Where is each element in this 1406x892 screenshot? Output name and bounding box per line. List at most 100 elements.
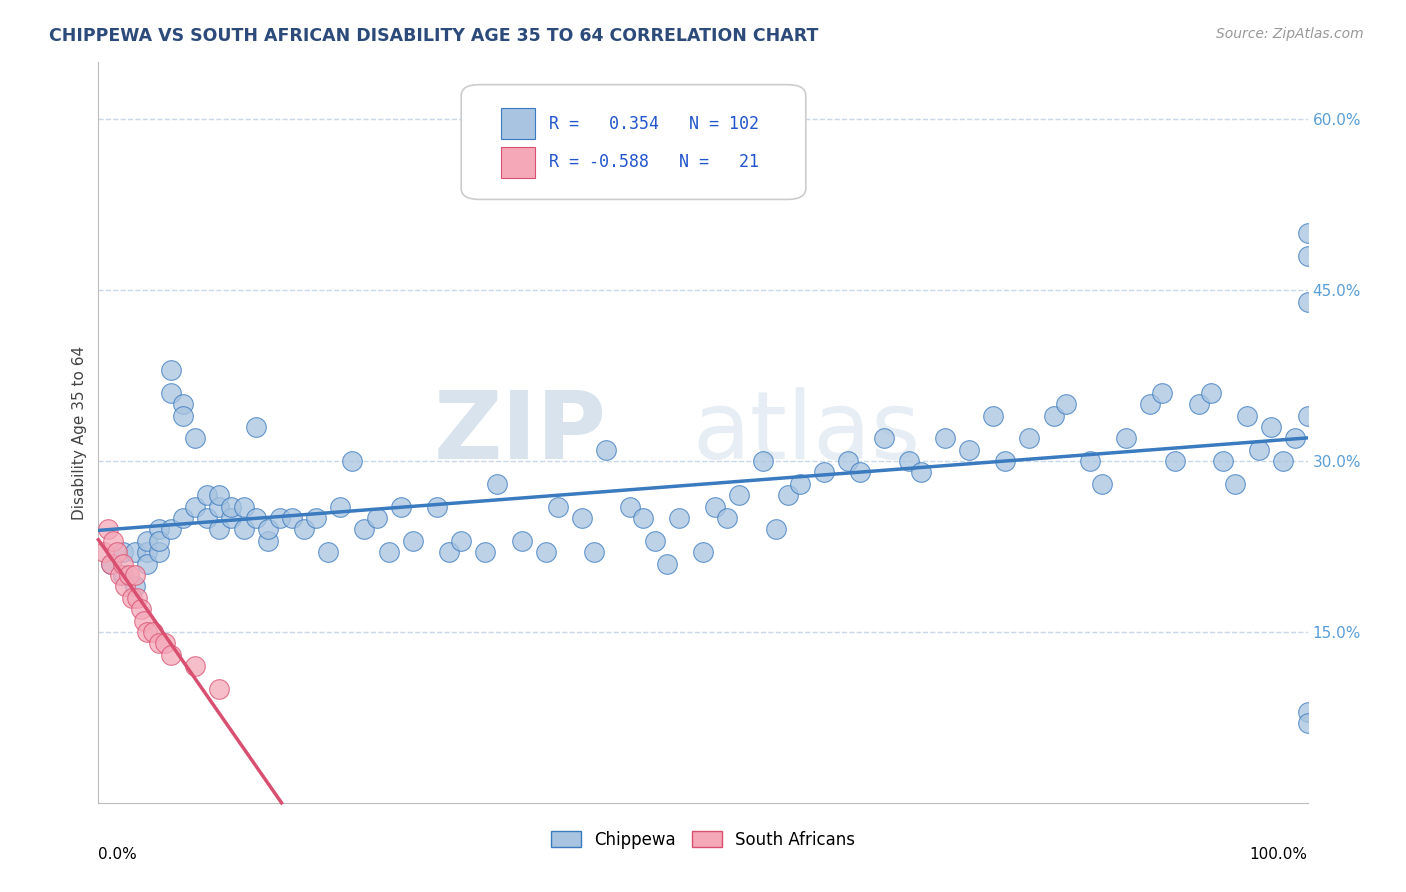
Point [93,545,115,559]
Point [148,533,170,548]
Text: 0.0%: 0.0% [98,847,138,863]
Point [571,511,593,525]
Point [160,648,183,662]
Point [124,579,146,593]
Point [232,523,254,537]
Point [172,397,194,411]
Point [1223,476,1246,491]
Point [121,591,143,605]
Point [135,624,157,639]
Point [100,557,122,571]
Point [837,454,859,468]
Point [1152,385,1174,400]
Point [776,488,799,502]
Point [124,545,146,559]
Point [1296,294,1319,309]
Point [450,533,472,548]
Point [208,500,231,514]
Point [910,466,932,480]
Point [1260,420,1282,434]
Point [135,533,157,548]
Point [292,523,315,537]
Point [655,557,678,571]
Point [305,511,328,525]
Point [619,500,641,514]
Point [510,533,533,548]
Point [1284,431,1306,445]
Point [124,568,146,582]
Point [534,545,557,559]
Point [765,523,787,537]
Point [153,636,176,650]
Point [1199,385,1222,400]
Point [583,545,606,559]
Point [135,557,157,571]
Point [245,420,267,434]
Point [256,533,278,548]
Point [329,500,352,514]
Point [644,533,666,548]
Point [1236,409,1258,423]
FancyBboxPatch shape [501,147,534,178]
Point [111,545,134,559]
Point [232,500,254,514]
Point [1139,397,1161,411]
FancyBboxPatch shape [461,85,806,200]
Point [148,523,170,537]
Point [208,681,231,696]
Legend: Chippewa, South Africans: Chippewa, South Africans [543,822,863,857]
Point [994,454,1017,468]
Text: R = -0.588   N =   21: R = -0.588 N = 21 [550,153,759,171]
Point [474,545,496,559]
Point [426,500,449,514]
Point [692,545,714,559]
Point [897,454,920,468]
Point [1091,476,1114,491]
Point [1054,397,1077,411]
Point [353,523,375,537]
Point [208,488,231,502]
Point [160,363,183,377]
Point [129,602,152,616]
Point [101,533,124,548]
Point [1296,716,1319,731]
Point [934,431,956,445]
Point [873,431,896,445]
Point [849,466,872,480]
Point [134,614,156,628]
Point [957,442,980,457]
Point [377,545,399,559]
Point [547,500,569,514]
Point [111,557,134,571]
Point [1272,454,1295,468]
Point [389,500,412,514]
Point [1296,705,1319,719]
Text: CHIPPEWA VS SOUTH AFRICAN DISABILITY AGE 35 TO 64 CORRELATION CHART: CHIPPEWA VS SOUTH AFRICAN DISABILITY AGE… [49,27,818,45]
Point [269,511,291,525]
Point [752,454,775,468]
Point [256,523,278,537]
Point [981,409,1004,423]
Point [135,545,157,559]
Point [1296,227,1319,241]
Point [160,523,183,537]
Point [366,511,388,525]
Point [1296,249,1319,263]
Point [172,511,194,525]
Point [195,511,218,525]
Point [105,545,128,559]
Text: 100.0%: 100.0% [1250,847,1308,863]
Point [1018,431,1040,445]
Point [127,591,149,605]
Point [1078,454,1101,468]
Point [1296,409,1319,423]
Point [97,523,120,537]
Point [281,511,304,525]
Point [704,500,727,514]
Point [716,511,738,525]
Point [316,545,339,559]
Point [1212,454,1234,468]
Point [668,511,690,525]
Point [789,476,811,491]
FancyBboxPatch shape [501,108,534,139]
